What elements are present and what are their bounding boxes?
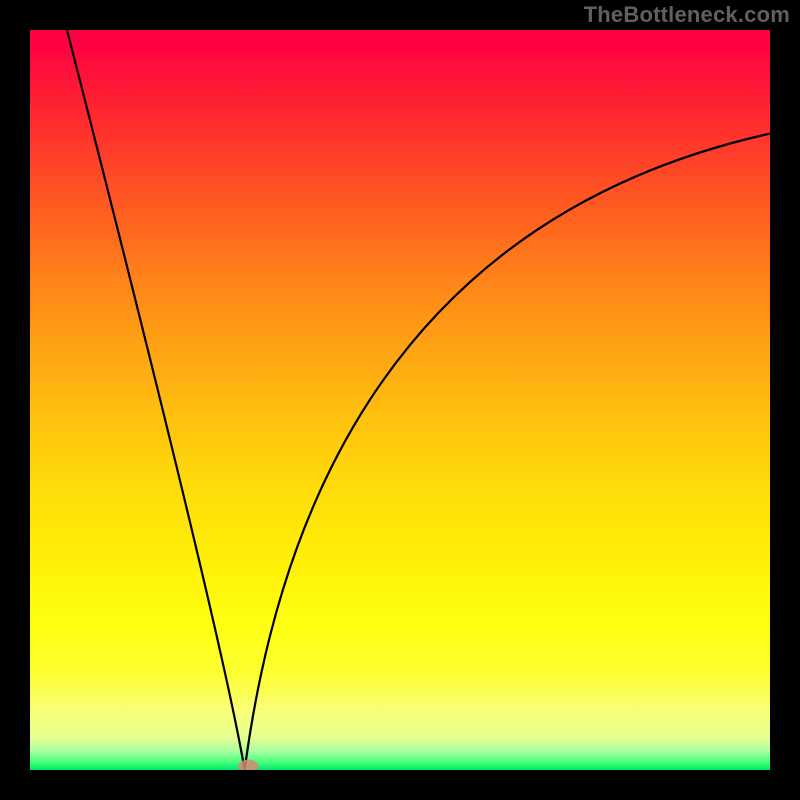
chart-background (30, 30, 770, 770)
chart-canvas: TheBottleneck.com (0, 0, 800, 800)
chart-svg (30, 30, 770, 770)
watermark-text: TheBottleneck.com (584, 2, 790, 28)
plot-area (30, 30, 770, 770)
